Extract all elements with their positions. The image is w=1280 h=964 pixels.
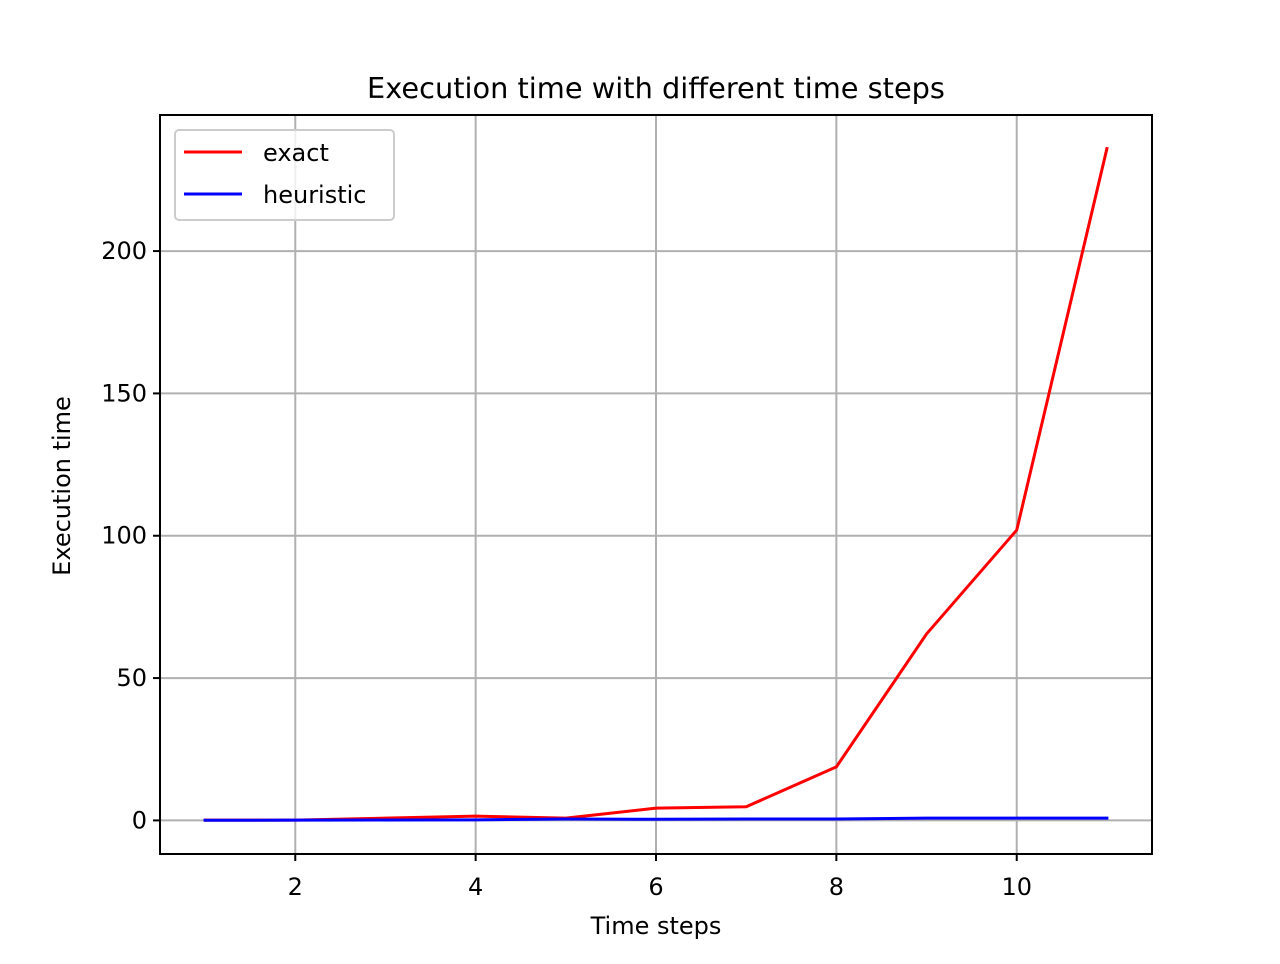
x-tick-label: 10 [1001, 873, 1032, 901]
x-tick-label: 8 [829, 873, 844, 901]
x-tick-label: 6 [648, 873, 663, 901]
legend: exact heuristic [174, 129, 395, 221]
y-tick-label: 100 [101, 522, 147, 550]
legend-label-heuristic: heuristic [263, 181, 367, 209]
y-tick-label: 0 [132, 806, 147, 834]
y-tick-label: 200 [101, 237, 147, 265]
y-tick-label: 150 [101, 379, 147, 407]
y-axis-label: Execution time [48, 396, 76, 576]
x-tick-label: 2 [288, 873, 303, 901]
y-tick-label: 50 [116, 664, 147, 692]
series-lines [203, 146, 1109, 822]
x-axis-label: Time steps [590, 912, 722, 940]
legend-label-exact: exact [263, 139, 329, 167]
series-line-heuristic [203, 816, 1109, 822]
x-tick-label: 4 [468, 873, 483, 901]
chart-title: Execution time with different time steps [367, 71, 945, 105]
